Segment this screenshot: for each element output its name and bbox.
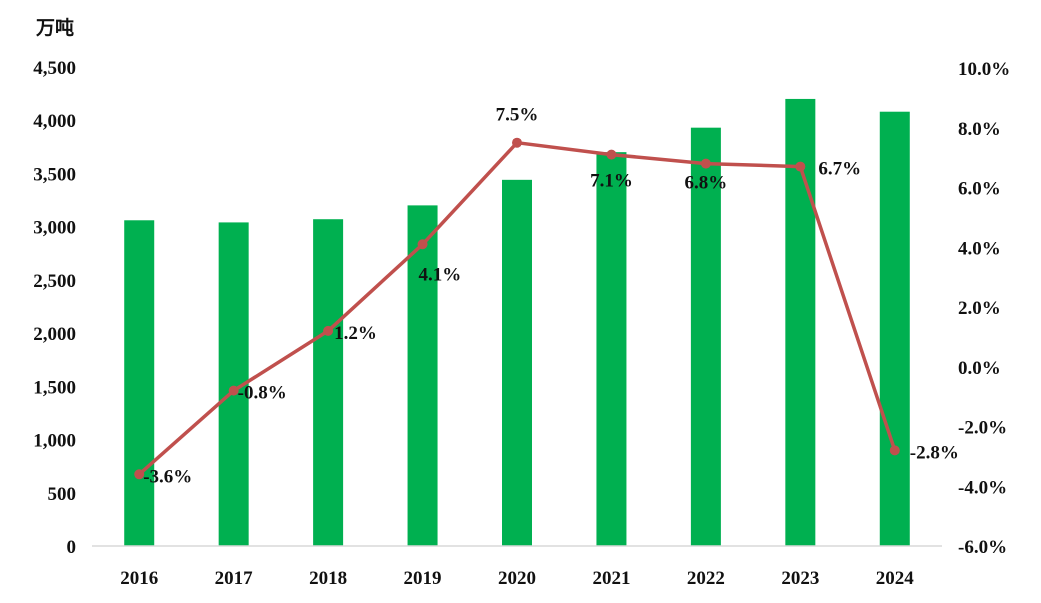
right-axis-tick-label: -4.0% (958, 477, 1007, 498)
growth-point-2017 (228, 385, 239, 396)
growth-point-2020 (512, 137, 522, 148)
left-axis-tick-label: 2,000 (33, 324, 76, 345)
left-axis-tick-label: 1,000 (33, 431, 76, 452)
x-axis-tick-label: 2022 (687, 568, 725, 589)
growth-data-label: 6.8% (685, 173, 728, 194)
growth-point-2019 (417, 239, 428, 250)
growth-point-2022 (700, 158, 711, 169)
right-axis-tick-label: -6.0% (958, 537, 1007, 558)
x-axis-tick-label: 2019 (404, 568, 442, 589)
growth-data-label: 4.1% (419, 264, 462, 285)
left-axis-tick-label: 2,500 (33, 271, 76, 292)
right-axis-tick-label: 8.0% (958, 119, 1001, 140)
x-axis-labels: 2016 2017 2018 2019 2020 2021 2022 2023 2024 (120, 568, 914, 589)
growth-data-label: -0.8% (238, 383, 287, 404)
bar-series (124, 98, 910, 547)
left-axis-tick-label: 4,000 (33, 111, 76, 132)
x-axis-tick-label: 2021 (592, 568, 630, 589)
left-axis-ticks: 0 500 1,000 1,500 2,000 2,500 3,000 3,500 4,000 4… (33, 58, 76, 558)
growth-point-2016 (134, 469, 145, 480)
right-axis-tick-label: 6.0% (958, 179, 1001, 200)
growth-point-2018 (323, 325, 334, 336)
right-axis-tick-label: 4.0% (958, 238, 1001, 259)
left-axis-unit-label: 万吨 (35, 16, 74, 39)
growth-point-2023 (795, 161, 806, 172)
growth-line-series (134, 137, 900, 480)
bar-2024 (879, 111, 910, 546)
right-axis-ticks: -6.0% -4.0% -2.0% 0.0% 2.0% 4.0% 6.0% 8.0% 10.0% (958, 59, 1010, 558)
left-axis-tick-label: 1,500 (33, 377, 76, 398)
growth-data-labels: -3.6% -0.8% 1.2% 4.1% 7.5% 7.1% 6.8% 6.7% -2.8% (143, 105, 959, 488)
x-axis-tick-label: 2016 (120, 568, 158, 589)
bar-2023 (785, 98, 816, 546)
left-axis-tick-label: 3,000 (33, 218, 76, 239)
left-axis-tick-label: 500 (48, 484, 77, 505)
bar-2020 (502, 179, 532, 546)
x-axis-tick-label: 2017 (215, 568, 254, 589)
bar-2019 (407, 205, 438, 546)
bar-2021 (596, 152, 627, 546)
growth-data-label: 7.1% (590, 171, 633, 192)
bar-2018 (313, 219, 344, 546)
growth-data-label: 7.5% (496, 105, 539, 126)
growth-data-label: -2.8% (910, 442, 959, 463)
growth-data-label: 1.2% (334, 323, 377, 344)
bar-2022 (690, 127, 721, 546)
right-axis-tick-label: 10.0% (958, 59, 1010, 80)
left-axis-tick-label: 4,500 (33, 58, 76, 79)
growth-point-2024 (889, 445, 900, 456)
x-axis-tick-label: 2018 (309, 568, 347, 589)
right-axis-tick-label: 0.0% (958, 358, 1001, 379)
growth-data-label: -3.6% (143, 466, 192, 487)
growth-data-label: 6.7% (818, 159, 861, 180)
bar-2016 (124, 220, 155, 546)
x-axis-tick-label: 2024 (876, 568, 915, 589)
growth-point-2021 (606, 149, 617, 160)
x-axis-tick-label: 2020 (498, 568, 536, 589)
right-axis-tick-label: -2.0% (958, 418, 1007, 439)
left-axis-tick-label: 3,500 (33, 164, 76, 185)
left-axis-tick-label: 0 (67, 537, 77, 558)
x-axis-tick-label: 2023 (781, 568, 819, 589)
right-axis-tick-label: 2.0% (958, 298, 1001, 319)
